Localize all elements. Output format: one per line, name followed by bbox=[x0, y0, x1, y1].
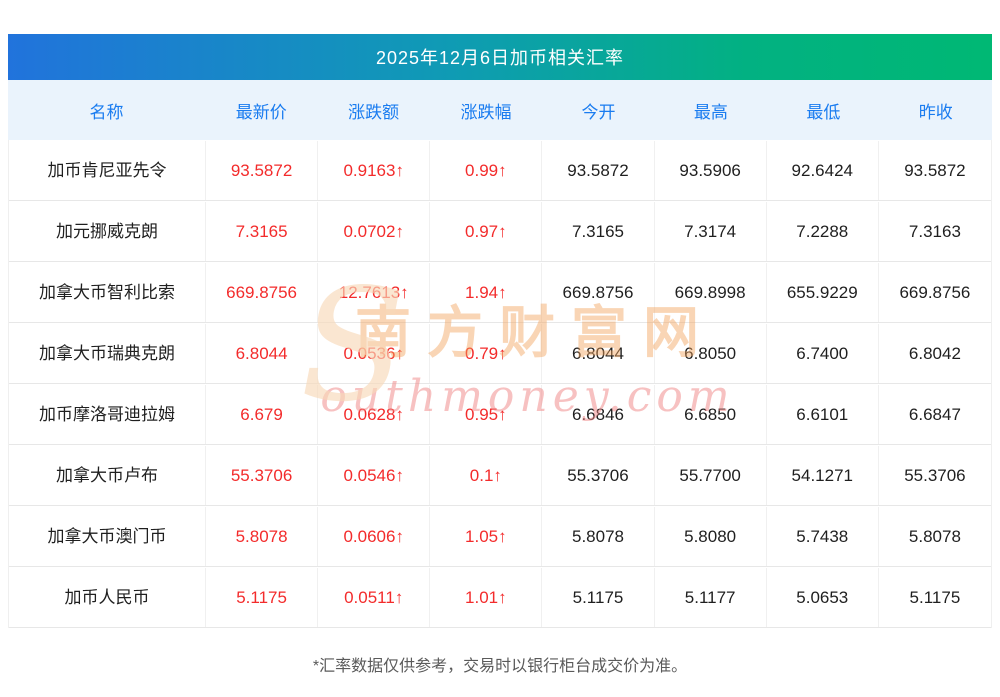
cell-high: 7.3174 bbox=[655, 201, 767, 261]
cell-name: 加币摩洛哥迪拉姆 bbox=[9, 384, 206, 444]
cell-open: 5.8078 bbox=[542, 506, 655, 566]
cell-latest-price: 7.3165 bbox=[206, 201, 319, 261]
cell-high: 55.7700 bbox=[655, 445, 767, 505]
cell-change-percent: 0.79↑ bbox=[430, 323, 543, 383]
cell-high: 6.8050 bbox=[655, 323, 767, 383]
cell-latest-price: 669.8756 bbox=[206, 262, 319, 322]
cell-open: 55.3706 bbox=[542, 445, 655, 505]
cell-latest-price: 6.679 bbox=[206, 384, 319, 444]
cell-open: 7.3165 bbox=[542, 201, 655, 261]
cell-name: 加拿大币澳门币 bbox=[9, 506, 206, 566]
header-change-percent: 涨跌幅 bbox=[460, 102, 512, 122]
header-high: 最高 bbox=[693, 102, 728, 122]
cell-low: 655.9229 bbox=[767, 262, 879, 322]
cell-low: 54.1271 bbox=[767, 445, 879, 505]
cell-high: 669.8998 bbox=[655, 262, 767, 322]
cell-name: 加币肯尼亚先令 bbox=[9, 140, 206, 200]
cell-change-amount: 0.0536↑ bbox=[318, 323, 431, 383]
cell-name: 加拿大币卢布 bbox=[9, 445, 206, 505]
cell-low: 5.7438 bbox=[767, 506, 879, 566]
table-row: 加币肯尼亚先令 93.5872 0.9163↑ 0.99↑ 93.5872 93… bbox=[9, 140, 991, 201]
cell-low: 6.7400 bbox=[767, 323, 879, 383]
cell-prev-close: 669.8756 bbox=[899, 282, 971, 302]
table-row: 加拿大币智利比索 669.8756 12.7613↑ 1.94↑ 669.875… bbox=[9, 262, 991, 323]
cell-open: 6.8044 bbox=[542, 323, 655, 383]
table-row: 加拿大币瑞典克朗 6.8044 0.0536↑ 0.79↑ 6.8044 6.8… bbox=[9, 323, 991, 384]
cell-high: 93.5906 bbox=[655, 140, 767, 200]
table-header-row: 名称 最新价 涨跌额 涨跌幅 今开 最高 最低 昨收 bbox=[8, 80, 992, 140]
header-change-amount: 涨跌额 bbox=[348, 102, 400, 122]
cell-name: 加拿大币智利比索 bbox=[9, 262, 206, 322]
header-low: 最低 bbox=[806, 102, 841, 122]
table-row: 加币摩洛哥迪拉姆 6.679 0.0628↑ 0.95↑ 6.6846 6.68… bbox=[9, 384, 991, 445]
cell-change-percent: 0.1↑ bbox=[430, 445, 543, 505]
cell-change-amount: 0.0702↑ bbox=[318, 201, 431, 261]
cell-prev-close: 5.8078 bbox=[908, 526, 961, 546]
cell-open: 5.1175 bbox=[542, 567, 655, 627]
cell-prev-close: 7.3163 bbox=[908, 221, 961, 241]
cell-change-percent: 1.05↑ bbox=[430, 506, 543, 566]
cell-name: 加元挪威克朗 bbox=[9, 201, 206, 261]
cell-latest-price: 5.8078 bbox=[206, 506, 319, 566]
header-prev-close: 昨收 bbox=[918, 102, 953, 122]
cell-high: 6.6850 bbox=[655, 384, 767, 444]
table-row: 加元挪威克朗 7.3165 0.0702↑ 0.97↑ 7.3165 7.317… bbox=[9, 201, 991, 262]
cell-change-percent: 0.99↑ bbox=[430, 140, 543, 200]
cell-name: 加币人民币 bbox=[9, 567, 206, 627]
cell-prev-close: 6.6847 bbox=[908, 404, 961, 424]
cell-prev-close: 5.1175 bbox=[909, 587, 961, 607]
cell-latest-price: 55.3706 bbox=[206, 445, 319, 505]
cell-latest-price: 5.1175 bbox=[206, 567, 319, 627]
cell-change-amount: 0.0546↑ bbox=[318, 445, 431, 505]
cell-prev-close: 6.8042 bbox=[908, 343, 961, 363]
cell-change-percent: 0.97↑ bbox=[430, 201, 543, 261]
cell-latest-price: 93.5872 bbox=[206, 140, 319, 200]
table-body: 加币肯尼亚先令 93.5872 0.9163↑ 0.99↑ 93.5872 93… bbox=[8, 140, 992, 628]
header-name: 名称 bbox=[89, 102, 124, 122]
cell-change-amount: 0.0628↑ bbox=[318, 384, 431, 444]
table-title-bar: 2025年12月6日加币相关汇率 bbox=[8, 34, 992, 80]
cell-change-amount: 12.7613↑ bbox=[318, 262, 431, 322]
cell-low: 92.6424 bbox=[767, 140, 879, 200]
cell-high: 5.1177 bbox=[655, 567, 767, 627]
cell-prev-close: 93.5872 bbox=[904, 160, 966, 180]
cell-open: 93.5872 bbox=[542, 140, 655, 200]
table-row: 加拿大币卢布 55.3706 0.0546↑ 0.1↑ 55.3706 55.7… bbox=[9, 445, 991, 506]
cell-open: 6.6846 bbox=[542, 384, 655, 444]
cell-low: 6.6101 bbox=[767, 384, 879, 444]
cell-prev-close: 55.3706 bbox=[904, 465, 966, 485]
table-row: 加币人民币 5.1175 0.0511↑ 1.01↑ 5.1175 5.1177… bbox=[9, 567, 991, 628]
header-open: 今开 bbox=[581, 102, 616, 122]
cell-low: 7.2288 bbox=[767, 201, 879, 261]
page-title: 2025年12月6日加币相关汇率 bbox=[375, 48, 625, 68]
cell-change-percent: 1.01↑ bbox=[430, 567, 543, 627]
cell-change-amount: 0.0511↑ bbox=[318, 567, 431, 627]
exchange-rate-table: 2025年12月6日加币相关汇率 名称 最新价 涨跌额 涨跌幅 今开 最高 最低… bbox=[8, 34, 992, 628]
cell-low: 5.0653 bbox=[767, 567, 879, 627]
cell-change-amount: 0.0606↑ bbox=[318, 506, 431, 566]
cell-change-percent: 1.94↑ bbox=[430, 262, 543, 322]
cell-open: 669.8756 bbox=[542, 262, 655, 322]
disclaimer-text: *汇率数据仅供参考，交易时以银行柜台成交价为准。 bbox=[312, 658, 688, 675]
cell-high: 5.8080 bbox=[655, 506, 767, 566]
cell-change-percent: 0.95↑ bbox=[430, 384, 543, 444]
table-row: 加拿大币澳门币 5.8078 0.0606↑ 1.05↑ 5.8078 5.80… bbox=[9, 506, 991, 567]
header-latest-price: 最新价 bbox=[235, 102, 287, 122]
cell-name: 加拿大币瑞典克朗 bbox=[9, 323, 206, 383]
cell-latest-price: 6.8044 bbox=[206, 323, 319, 383]
cell-change-amount: 0.9163↑ bbox=[318, 140, 431, 200]
